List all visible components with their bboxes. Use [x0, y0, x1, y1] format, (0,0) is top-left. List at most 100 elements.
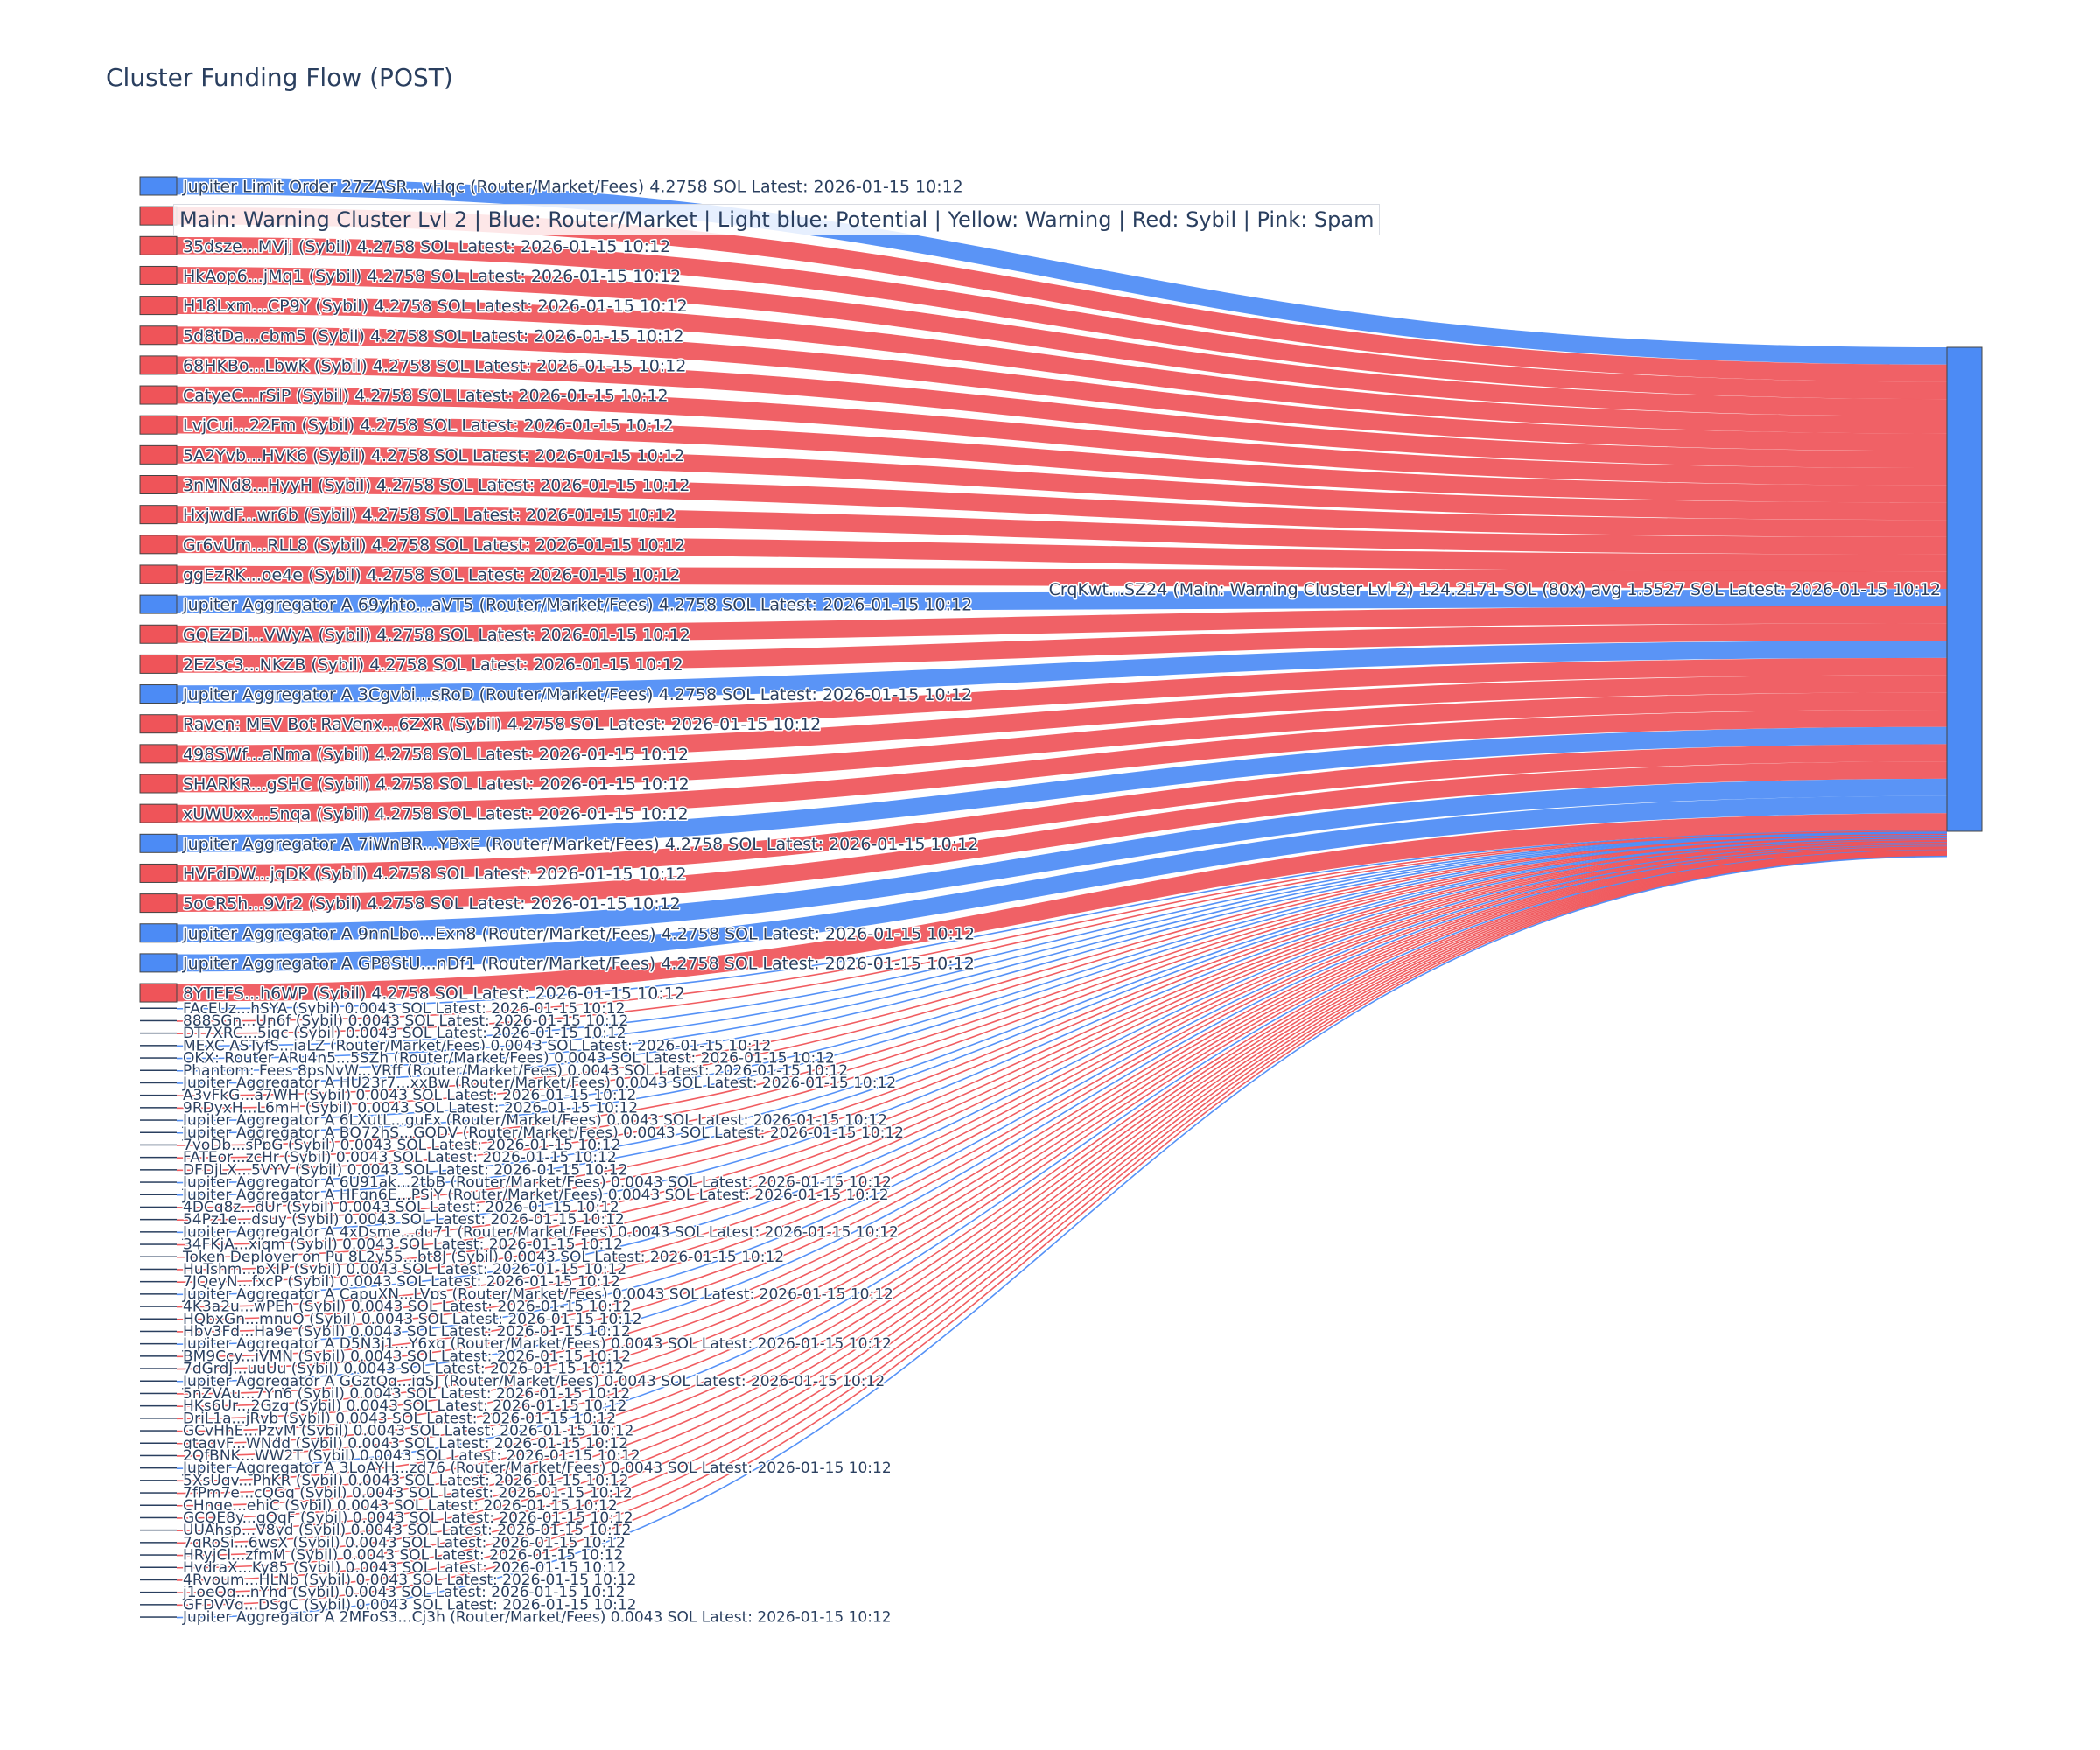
- source-node[interactable]: [140, 1218, 177, 1221]
- source-node[interactable]: [139, 744, 178, 764]
- source-node[interactable]: [140, 1181, 177, 1183]
- source-node[interactable]: [140, 1516, 177, 1519]
- source-node[interactable]: [140, 1330, 177, 1333]
- source-node[interactable]: [140, 1094, 177, 1096]
- source-node[interactable]: [139, 893, 178, 914]
- source-node[interactable]: [140, 1466, 177, 1469]
- source-label: Token Deployer on Pu 8L2y55...bt8J (Sybi…: [182, 1249, 784, 1266]
- source-node[interactable]: [139, 654, 178, 674]
- source-node[interactable]: [140, 1268, 177, 1270]
- flow-link: [176, 844, 1948, 1370]
- source-node[interactable]: [140, 1566, 177, 1569]
- source-node[interactable]: [139, 475, 178, 494]
- source-label: Raven: MEV Bot RaVenx...6ZXR (Sybil) 4.2…: [183, 715, 821, 734]
- source-node[interactable]: [140, 1392, 177, 1395]
- source-node[interactable]: [139, 385, 178, 405]
- source-node[interactable]: [140, 1019, 177, 1022]
- source-node[interactable]: [140, 1156, 177, 1158]
- source-label: Jupiter Aggregator A HFqn6E...PSiY (Rout…: [182, 1186, 889, 1204]
- flow-link: [176, 836, 1948, 1172]
- source-node[interactable]: [140, 1578, 177, 1581]
- source-node[interactable]: [140, 1418, 177, 1419]
- source-label: 54Pz1e...dsuy (Sybil) 0.0043 SOL Latest:…: [183, 1211, 625, 1228]
- source-node[interactable]: [140, 1045, 177, 1046]
- source-node[interactable]: [140, 1454, 177, 1457]
- source-node[interactable]: [140, 1342, 177, 1345]
- source-label: Jupiter Limit Order 27ZASR...vHqc (Route…: [182, 178, 963, 197]
- source-node[interactable]: [140, 1293, 177, 1295]
- source-node[interactable]: [139, 774, 178, 794]
- source-node[interactable]: [140, 1169, 177, 1171]
- source-node[interactable]: [139, 296, 178, 316]
- source-node[interactable]: [140, 1032, 177, 1034]
- source-node[interactable]: [139, 923, 178, 943]
- source-node[interactable]: [139, 594, 178, 614]
- source-label: 5nZVAu...7Yn6 (Sybil) 0.0043 SOL Latest:…: [183, 1385, 630, 1403]
- source-node[interactable]: [139, 176, 178, 196]
- source-node[interactable]: [140, 1542, 177, 1544]
- source-node[interactable]: [140, 1119, 177, 1121]
- flow-link: [176, 850, 1948, 1482]
- source-node[interactable]: [139, 684, 178, 704]
- source-node[interactable]: [139, 714, 178, 734]
- source-node[interactable]: [140, 1404, 177, 1407]
- source-node[interactable]: [139, 326, 178, 346]
- source-node[interactable]: [140, 1318, 177, 1320]
- flow-link: [176, 830, 1948, 1010]
- source-label: 34FKjA...xiqm (Sybil) 0.0043 SOL Latest:…: [183, 1236, 623, 1254]
- source-node[interactable]: [140, 1243, 177, 1245]
- source-node[interactable]: [139, 564, 178, 584]
- source-node[interactable]: [140, 1368, 177, 1369]
- source-label: 9RDyxH...L6mH (Sybil) 0.0043 SOL Latest:…: [183, 1099, 638, 1116]
- source-node[interactable]: [139, 265, 178, 285]
- source-node[interactable]: [139, 863, 178, 883]
- source-node[interactable]: [140, 1144, 177, 1146]
- source-node[interactable]: [139, 535, 178, 555]
- target-node[interactable]: [1946, 346, 1983, 832]
- source-node[interactable]: [140, 1206, 177, 1208]
- source-node[interactable]: [140, 1306, 177, 1307]
- source-node[interactable]: [140, 1355, 177, 1357]
- source-node[interactable]: [140, 1430, 177, 1432]
- source-node[interactable]: [140, 1591, 177, 1593]
- source-node[interactable]: [140, 1082, 177, 1084]
- source-node[interactable]: [140, 1504, 177, 1507]
- source-node[interactable]: [139, 983, 178, 1003]
- source-node[interactable]: [140, 1442, 177, 1445]
- source-label: HQbxGn...mnuQ (Sybil) 0.0043 SOL Latest:…: [183, 1311, 642, 1328]
- source-node[interactable]: [140, 1194, 177, 1196]
- source-node[interactable]: [140, 1604, 177, 1606]
- source-node[interactable]: [140, 1007, 177, 1010]
- source-node[interactable]: [140, 1492, 177, 1494]
- source-node[interactable]: [140, 1069, 177, 1072]
- source-node[interactable]: [140, 1256, 177, 1258]
- source-label: 888SGn...Un6f (Sybil) 0.0043 SOL Latest:…: [183, 1012, 628, 1030]
- source-node[interactable]: [139, 953, 178, 973]
- source-node[interactable]: [139, 415, 178, 435]
- source-node[interactable]: [139, 803, 178, 823]
- source-node[interactable]: [139, 624, 178, 644]
- source-node[interactable]: [140, 1231, 177, 1233]
- source-node[interactable]: [139, 505, 178, 525]
- flow-link: [176, 840, 1948, 1258]
- source-node[interactable]: [139, 235, 178, 256]
- flow-link: [176, 836, 1948, 1158]
- source-label: Jupiter Aggregator A 6LXutL...guFx (Rout…: [182, 1112, 887, 1130]
- source-node[interactable]: [140, 1057, 177, 1059]
- source-node[interactable]: [140, 1380, 177, 1382]
- source-node[interactable]: [139, 444, 178, 465]
- source-node[interactable]: [140, 1529, 177, 1531]
- source-node[interactable]: [140, 1107, 177, 1109]
- source-node[interactable]: [140, 1480, 177, 1481]
- source-node[interactable]: [140, 1131, 177, 1134]
- source-node[interactable]: [140, 1554, 177, 1556]
- source-node[interactable]: [140, 1280, 177, 1283]
- flow-link: [176, 844, 1948, 1345]
- source-label: j1oeQg...nYhd (Sybil) 0.0043 SOL Latest:…: [182, 1584, 625, 1601]
- source-label: GQEZDi...VWyA (Sybil) 4.2758 SOL Latest:…: [183, 626, 690, 645]
- source-node[interactable]: [139, 355, 178, 375]
- source-label: Jupiter Aggregator A 4xDsme...du71 (Rout…: [182, 1223, 899, 1241]
- source-node[interactable]: [139, 833, 178, 853]
- source-node[interactable]: [140, 1616, 177, 1618]
- source-node[interactable]: [139, 206, 178, 226]
